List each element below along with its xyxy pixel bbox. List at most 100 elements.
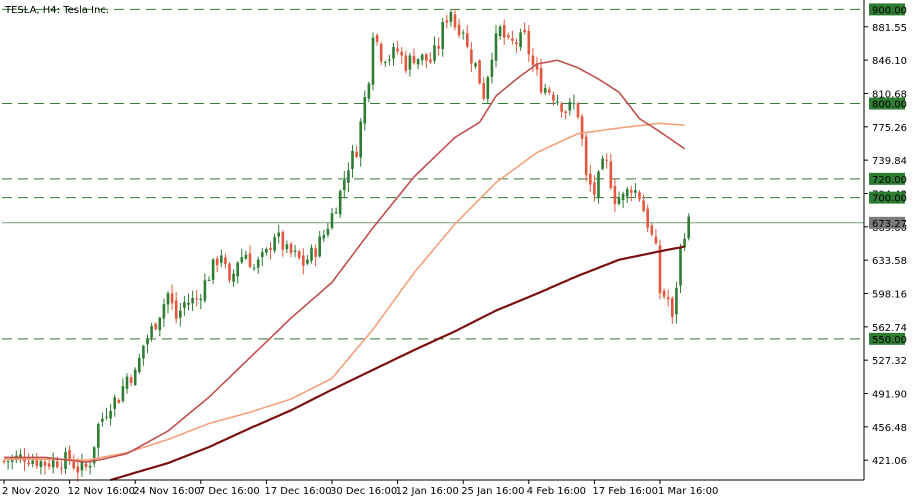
candle-body	[461, 32, 465, 34]
moving-average-mid	[4, 122, 685, 462]
candle-body	[19, 454, 22, 458]
current-price-tag: 673.27	[872, 219, 907, 230]
level-tag-bg	[869, 3, 905, 16]
candle-body	[2, 460, 6, 462]
time-tick-label: 17 Feb 16:00	[592, 486, 658, 497]
candle-body	[548, 89, 551, 93]
candle-body	[396, 48, 399, 52]
candle-body	[195, 298, 198, 300]
candle-body	[650, 225, 654, 235]
candle-body	[273, 237, 276, 251]
candle-body	[589, 173, 592, 185]
level-tag: 800.00	[872, 100, 907, 111]
candle-body	[31, 460, 34, 464]
candle-body	[302, 255, 305, 266]
candle-body	[338, 190, 342, 215]
candle-body	[675, 288, 678, 315]
price-tick-label: 421.06	[872, 456, 907, 467]
candle-body	[679, 246, 682, 286]
level-tag-bg	[869, 191, 905, 204]
candle-body	[400, 51, 403, 56]
candle-body	[519, 32, 522, 48]
candle-body	[658, 245, 662, 294]
time-tick-label: 2 Nov 2020	[2, 486, 60, 497]
candle-body	[457, 24, 461, 36]
candle-body	[47, 463, 51, 467]
candle-body	[326, 228, 330, 235]
price-tick-label: 881.55	[872, 23, 907, 34]
candle-body	[248, 253, 252, 268]
candle-body	[621, 193, 625, 201]
candle-body	[133, 369, 137, 385]
time-tick-label: 4 Feb 16:00	[527, 486, 586, 497]
candle-body	[277, 232, 280, 237]
candle-body	[662, 290, 666, 297]
candle-body	[379, 43, 383, 62]
candle-body	[609, 161, 613, 189]
candle-body	[150, 326, 153, 338]
level-tag: 900.00	[872, 5, 907, 16]
candle-body	[359, 121, 362, 158]
candle-body	[634, 190, 637, 193]
candle-body	[129, 377, 133, 383]
candle-body	[552, 94, 555, 101]
candle-body	[256, 259, 260, 268]
candle-body	[568, 101, 572, 111]
time-tick-label: 12 Nov 16:00	[68, 486, 135, 497]
candle-body	[420, 54, 424, 61]
candle-body	[556, 101, 559, 103]
price-tick-label: 739.84	[872, 156, 907, 167]
candle-body	[392, 47, 395, 59]
time-tick-label: 17 Dec 16:00	[264, 486, 331, 497]
level-tag: 720.00	[872, 175, 907, 186]
candle-body	[125, 376, 129, 389]
candle-body	[404, 55, 408, 71]
level-tag-bg	[869, 97, 905, 110]
candle-body	[433, 45, 436, 61]
candle-body	[203, 280, 207, 301]
candle-body	[252, 267, 256, 269]
candle-body	[236, 262, 239, 277]
time-tick-label: 1 Mar 16:00	[658, 486, 718, 497]
candle-body	[490, 59, 494, 77]
candle-body	[363, 97, 367, 124]
candle-body	[121, 386, 125, 401]
candle-body	[584, 136, 588, 176]
candle-body	[113, 397, 116, 409]
candle-body	[138, 357, 141, 373]
time-tick-label: 7 Dec 16:00	[199, 486, 260, 497]
candle-body	[191, 297, 194, 304]
candle-body	[97, 423, 100, 448]
price-tick-label: 527.32	[872, 356, 907, 367]
candle-body	[101, 418, 104, 422]
candle-body	[654, 236, 658, 244]
candle-body	[687, 216, 690, 239]
candle-body	[412, 55, 416, 64]
candle-body	[334, 212, 338, 214]
candle-body	[43, 461, 47, 466]
candle-body	[445, 20, 449, 23]
candle-body	[441, 22, 444, 50]
candle-body	[671, 298, 674, 317]
candle-body	[80, 461, 84, 471]
candle-body	[355, 151, 358, 157]
candle-body	[498, 26, 502, 37]
time-tick-label: 25 Jan 16:00	[461, 486, 524, 497]
moving-average-fast	[4, 59, 686, 463]
candle-body	[6, 461, 10, 463]
candle-body	[142, 345, 145, 359]
candle-body	[613, 186, 617, 205]
candle-body	[638, 192, 641, 200]
candle-body	[60, 467, 63, 469]
candle-body	[105, 416, 108, 418]
candle-body	[56, 461, 59, 468]
candle-body	[388, 59, 391, 61]
candle-body	[466, 33, 469, 47]
plot-area	[2, 8, 864, 482]
price-tick-label: 491.90	[872, 390, 907, 401]
candle-body	[187, 302, 190, 305]
candle-body	[572, 103, 576, 105]
candle-body	[84, 463, 88, 467]
